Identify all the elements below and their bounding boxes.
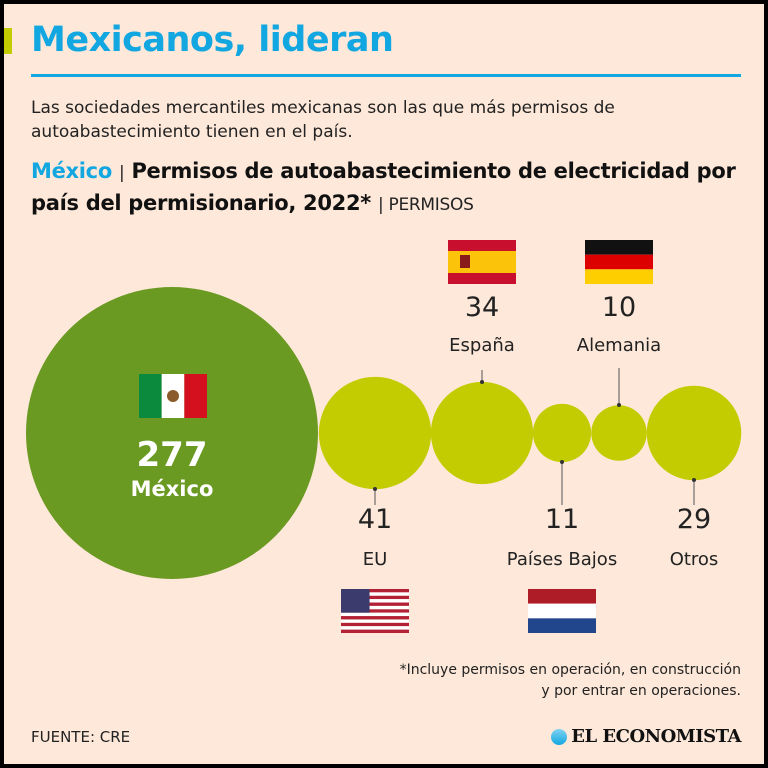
leader-dot: [560, 460, 564, 464]
value-label: 11: [545, 504, 579, 535]
category-label: España: [449, 335, 515, 356]
logo: EL ECONOMISTA: [551, 726, 741, 747]
subtitle-unit: | PERMISOS: [377, 195, 474, 215]
germany-flag: [585, 240, 653, 284]
leader-dot: [480, 380, 484, 384]
intro-text: Las sociedades mercantiles mexicanas son…: [31, 98, 615, 142]
bubble-españa: [430, 381, 534, 485]
value-label: 29: [677, 504, 711, 535]
title-divider: [31, 74, 741, 77]
category-label: México: [131, 477, 214, 501]
leader-dot: [692, 478, 696, 482]
footnote-line: *Incluye permisos en operación, en const…: [399, 662, 741, 678]
leader-dot: [373, 487, 377, 491]
mexico-flag: [139, 374, 207, 418]
bubble-países-bajos: [532, 403, 592, 463]
category-label: Países Bajos: [507, 549, 617, 570]
bubble-alemania: [591, 405, 647, 461]
netherlands-flag: [528, 589, 596, 633]
logo-text: EL ECONOMISTA: [571, 726, 741, 747]
spain-flag: [448, 240, 516, 284]
subtitle-pipe: |: [118, 163, 125, 183]
chart-subtitle: México | Permisos de autoabastecimiento …: [31, 156, 761, 220]
bubble-otros: [646, 385, 742, 481]
category-label: Alemania: [577, 335, 661, 356]
bubble-eu: [318, 376, 432, 490]
footnote-line: y por entrar en operaciones.: [541, 683, 741, 699]
globe-icon: [551, 728, 568, 745]
source-text: FUENTE: CRE: [31, 728, 131, 746]
bubble-méxico: [26, 287, 318, 579]
accent-bar: [4, 28, 12, 54]
value-label: 34: [465, 292, 499, 323]
value-label: 41: [358, 504, 392, 535]
value-label: 10: [602, 292, 636, 323]
subtitle-country: México: [31, 159, 112, 183]
usa-flag: [341, 589, 409, 633]
category-label: EU: [363, 549, 388, 570]
value-label: 277: [137, 435, 208, 475]
leader-dot: [617, 403, 621, 407]
page-title: Mexicanos, lideran: [31, 20, 394, 60]
footnote: *Incluye permisos en operación, en const…: [400, 660, 741, 702]
subtitle-text: Permisos de autoabastecimiento de electr…: [31, 159, 736, 215]
category-label: Otros: [670, 549, 719, 570]
